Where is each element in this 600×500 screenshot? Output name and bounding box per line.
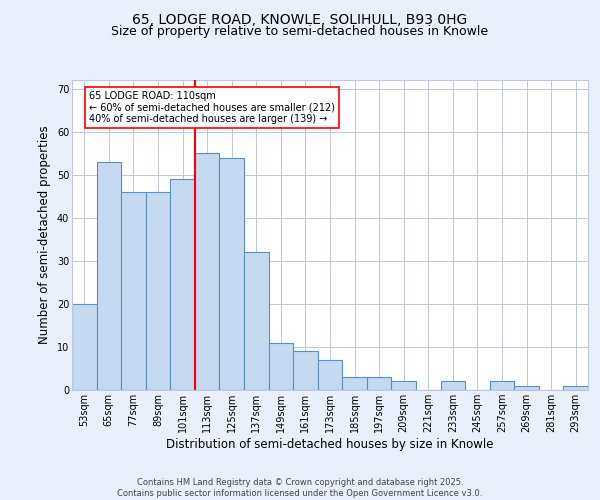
X-axis label: Distribution of semi-detached houses by size in Knowle: Distribution of semi-detached houses by … [166, 438, 494, 451]
Bar [72, 304, 97, 390]
Bar [293, 351, 318, 390]
Y-axis label: Number of semi-detached properties: Number of semi-detached properties [38, 126, 51, 344]
Bar [563, 386, 588, 390]
Bar [195, 153, 220, 390]
Text: 65 LODGE ROAD: 110sqm
← 60% of semi-detached houses are smaller (212)
40% of sem: 65 LODGE ROAD: 110sqm ← 60% of semi-deta… [89, 91, 335, 124]
Bar [146, 192, 170, 390]
Text: Size of property relative to semi-detached houses in Knowle: Size of property relative to semi-detach… [112, 25, 488, 38]
Bar [318, 360, 342, 390]
Bar [490, 382, 514, 390]
Bar [514, 386, 539, 390]
Bar [440, 382, 465, 390]
Text: 65, LODGE ROAD, KNOWLE, SOLIHULL, B93 0HG: 65, LODGE ROAD, KNOWLE, SOLIHULL, B93 0H… [133, 12, 467, 26]
Bar [269, 342, 293, 390]
Bar [97, 162, 121, 390]
Bar [391, 382, 416, 390]
Bar [244, 252, 269, 390]
Bar [367, 377, 391, 390]
Bar [170, 179, 195, 390]
Bar [121, 192, 146, 390]
Text: Contains HM Land Registry data © Crown copyright and database right 2025.
Contai: Contains HM Land Registry data © Crown c… [118, 478, 482, 498]
Bar [220, 158, 244, 390]
Bar [342, 377, 367, 390]
